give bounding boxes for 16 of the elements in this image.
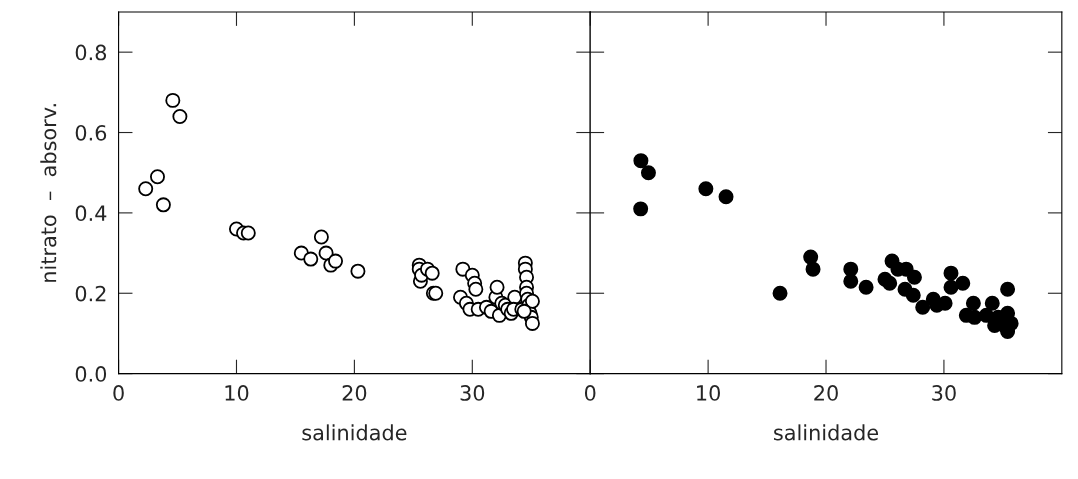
x-tick-label: 0: [113, 385, 124, 401]
y-tick-label: 0.8: [75, 44, 107, 61]
x-tick-label: 30: [460, 385, 485, 401]
x-tick-label: 10: [225, 385, 249, 401]
x-axis-title: salinidade: [302, 424, 407, 441]
y-tick-label: 0.4: [75, 205, 107, 222]
y-tick-label: 0.6: [75, 124, 107, 141]
x-tick-label: 20: [814, 385, 838, 401]
x-tick-label: 20: [342, 385, 367, 401]
y-tick-label: 0.2: [75, 285, 106, 302]
x-tick-label: 10: [697, 385, 720, 401]
x-axis-title: salinidade: [774, 424, 879, 441]
y-axis-title: nitrato – absorv.: [40, 104, 57, 282]
x-tick-label: 0: [584, 385, 596, 401]
x-tick-label: 30: [932, 385, 956, 401]
y-tick-label: 0.0: [75, 366, 107, 382]
